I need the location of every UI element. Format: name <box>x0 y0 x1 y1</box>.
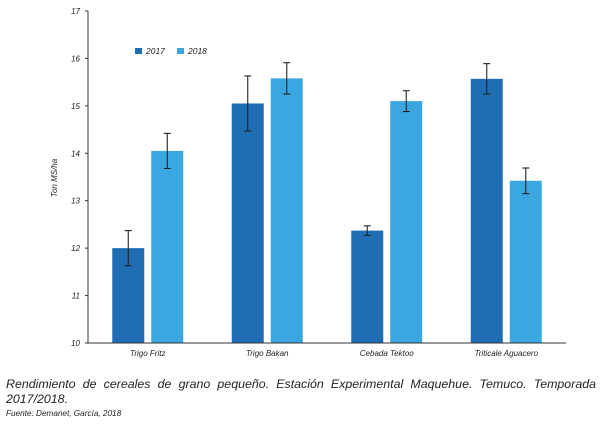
x-tick-label: Trigo Fritz <box>130 349 165 358</box>
y-tick-label: 17 <box>71 7 80 16</box>
bar-2018 <box>390 101 423 343</box>
bar-2017 <box>231 103 264 343</box>
y-axis-label: Ton MS/ha <box>50 158 59 197</box>
y-tick-label: 15 <box>71 102 80 111</box>
y-tick-label: 12 <box>71 244 80 253</box>
figure-caption: Rendimiento de cereales de grano pequeño… <box>6 377 596 406</box>
figure-source: Fuente: Demanet, García, 2018 <box>6 409 122 418</box>
bar-2017 <box>470 78 503 343</box>
bars <box>112 62 542 343</box>
legend-label-2017: 2017 <box>145 46 165 56</box>
x-tick-label: Trigo Bakan <box>246 349 289 358</box>
x-tick-label: Cebada Tektoo <box>360 349 415 358</box>
y-axis: 10 11 12 13 14 15 16 17 <box>71 7 89 348</box>
bar-2018 <box>509 180 542 343</box>
y-tick-label: 16 <box>71 54 80 63</box>
bar-2018 <box>151 150 184 343</box>
bar-chart: 10 11 12 13 14 15 16 17 Trigo Fritz Trigo Bakan C… <box>50 7 566 358</box>
y-tick-label: 14 <box>71 149 80 158</box>
x-axis: Trigo Fritz Trigo Bakan Cebada Tektoo Triti… <box>88 342 566 358</box>
legend: 2017 2018 <box>135 46 207 56</box>
y-tick-label: 13 <box>71 197 80 206</box>
y-tick-label: 10 <box>71 339 80 348</box>
legend-label-2018: 2018 <box>187 46 207 56</box>
bar-2017 <box>351 230 384 343</box>
y-tick-label: 11 <box>72 292 80 301</box>
x-tick-label: Triticale Aguacero <box>474 349 538 358</box>
bar-2018 <box>270 78 303 343</box>
legend-swatch-2017 <box>135 48 142 54</box>
legend-swatch-2018 <box>177 48 184 54</box>
